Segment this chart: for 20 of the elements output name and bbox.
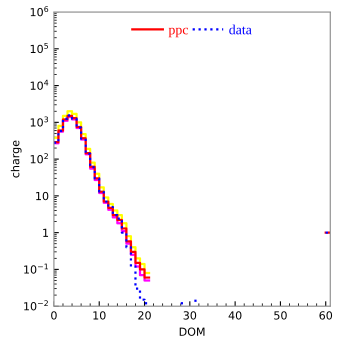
x-axis-title: DOM: [180, 328, 204, 336]
y-tick-label: 10$^{5}$: [30, 43, 48, 54]
x-tick-label: 60: [319, 311, 332, 320]
legend-label: data: [229, 24, 252, 34]
y-tick-label: 10: [36, 192, 48, 200]
x-tick-label: 20: [138, 311, 151, 320]
x-tick-label: 30: [184, 311, 196, 320]
y-tick-label: 10$^{−2}$: [24, 300, 48, 310]
x-tick-label: 50: [274, 311, 287, 320]
y-tick-label: 10$^{4}$: [30, 80, 48, 90]
x-tick-label: 40: [228, 311, 242, 320]
x-tick-label: 10: [93, 311, 106, 320]
legend-label: ppc: [168, 28, 188, 38]
y-axis-title: charge: [10, 140, 22, 178]
x-tick-label: 0: [51, 311, 57, 320]
y-tick-label: 10$^{6}$: [30, 6, 48, 16]
y-tick-label: 1: [43, 228, 48, 237]
y-tick-label: 10$^{−1}$: [24, 264, 48, 274]
y-tick-label: 10$^{2}$: [30, 153, 48, 164]
y-tick-label: 10$^{3}$: [30, 116, 48, 127]
